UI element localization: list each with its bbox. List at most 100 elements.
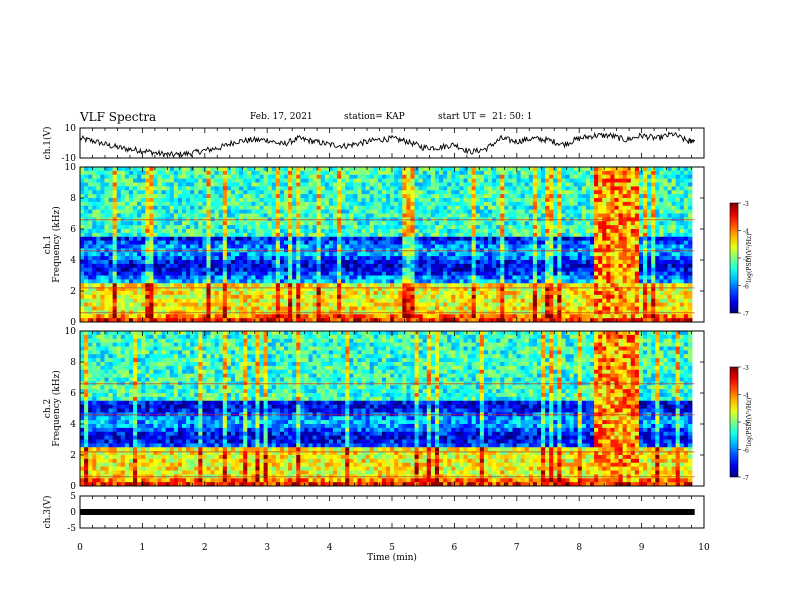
spectrogram-cell [128,306,134,311]
spectrogram-cell [149,275,154,280]
spectrogram-cell [259,209,264,214]
spectrogram-cell [186,275,191,280]
spectrogram-cell [541,306,546,311]
spectrogram-cell [532,283,538,288]
spectrogram-cell [345,263,350,269]
spectrogram-cell [108,209,114,214]
spectrogram-cell [288,174,293,180]
spectrogram-cell [194,279,199,284]
spectrogram-cell [345,291,350,296]
spectrogram-cell [361,260,366,265]
spectrogram-cell [84,186,89,191]
spectrogram-cell [190,194,195,199]
spectrogram-cell [141,256,146,261]
spectrogram-cell [459,263,464,269]
spectrogram-cell [161,229,167,234]
spectrogram-cell [496,225,501,230]
spectrogram-cell [312,240,318,245]
spectrogram-cell [124,174,130,180]
spectrogram-cell [133,298,138,304]
spectrogram-cell [173,263,179,269]
spectrogram-cell [508,170,513,176]
spectrogram-cell [226,283,232,288]
spectrogram-cell [288,314,293,319]
spectrogram-cell [328,244,334,249]
spectrogram-cell [488,205,493,211]
spectrogram-cell [532,240,538,245]
spectrogram-cell [312,213,318,218]
spectrogram-cell [267,275,273,280]
spectrogram-cell [275,283,281,288]
spectrogram-cell [373,194,379,199]
spectrogram-cell [259,318,264,323]
spectrogram-cell [459,167,464,172]
spectrogram-cell [324,314,330,319]
spectrogram-cell [500,186,505,191]
spectrogram-cell [235,240,240,245]
spectrogram-cell [324,201,330,207]
spectrogram-cell [100,244,105,249]
spectrogram-cell [353,213,358,218]
spectrogram-cell [292,190,297,195]
spectrogram-cell [365,167,371,172]
spectrogram-cell [251,186,256,191]
spectrogram-cell [536,170,542,176]
spectrogram-cell [434,267,440,273]
spectrogram-cell [194,229,199,234]
spectrogram-cell [259,236,264,242]
spectrogram-cell [361,236,366,242]
spectrogram-cell [141,182,146,187]
spectrogram-cell [426,267,432,273]
spectrogram-cell [406,302,411,307]
spectrogram-cell [332,244,338,249]
spectrogram-cell [345,194,350,199]
spectrogram-cell [182,252,187,257]
spectrogram-cell [410,260,415,265]
spectrogram-cell [292,205,297,211]
spectrogram-cell [235,302,240,307]
spectrogram-cell [230,256,236,261]
spectrogram-cell [532,170,538,176]
spectrogram-cell [145,198,150,203]
spectrogram-cell [259,178,264,183]
spectrogram-cell [255,178,260,183]
spectrogram-cell [84,182,89,187]
spectrogram-cell [206,294,211,300]
spectrogram-cell [414,279,420,284]
spectrogram-cell [492,287,497,292]
spectrogram-cell [386,287,391,292]
spectrogram-cell [182,267,187,273]
spectrogram-cell [206,271,211,276]
spectrogram-cell [88,314,93,319]
spectrogram-cell [239,294,244,300]
spectrogram-cell [528,283,534,288]
spectrogram-cell [169,178,175,183]
spectrogram-cell [263,221,269,226]
spectrogram-cell [292,314,297,319]
spectrogram-cell [133,198,138,203]
spectrogram-cell [80,275,85,280]
spectrogram-cell [496,252,501,257]
spectrogram-cell [549,294,554,300]
spectrogram-cell [96,213,101,218]
spectrogram-cell [226,213,232,218]
spectrogram-cell [467,279,473,284]
spectrogram-cell [218,314,224,319]
spectrogram-cell [479,182,485,187]
spectrogram-cell [451,283,456,288]
spectrogram-cell [406,232,411,238]
spectrogram-cell [263,170,269,176]
spectrogram-cell [271,287,277,292]
spectrogram-cell [463,283,468,288]
spectrogram-cell [312,294,318,300]
spectrogram-cell [104,263,109,269]
spectrogram-cell [120,225,126,230]
spectrogram-cell [414,194,420,199]
spectrogram-cell [451,240,456,245]
spectrogram-cell [467,294,473,300]
spectrogram-cell [524,236,530,242]
spectrogram-cell [386,229,391,234]
spectrogram-cell [553,182,558,187]
spectrogram-cell [222,201,228,207]
spectrogram-cell [235,209,240,214]
